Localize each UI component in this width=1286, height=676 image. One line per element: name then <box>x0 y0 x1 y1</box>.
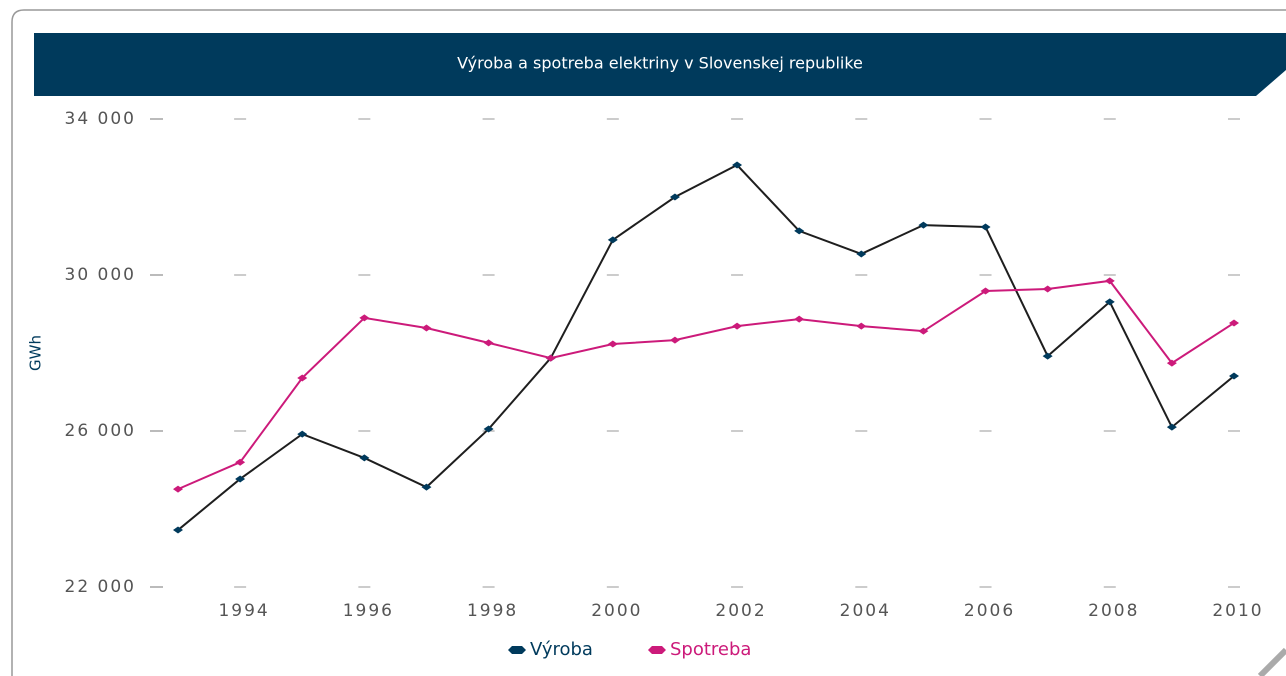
data-point <box>1042 285 1053 293</box>
x-tick-label: 1998 <box>467 601 518 621</box>
data-point <box>1229 319 1239 327</box>
y-tick-label: 30 000 <box>65 265 136 285</box>
data-point <box>173 526 183 534</box>
y-tick-label: 26 000 <box>65 421 136 441</box>
frame-corner <box>1257 647 1286 676</box>
data-point <box>483 425 494 433</box>
x-tick-label: 2000 <box>591 601 642 621</box>
series-line <box>177 163 1235 531</box>
data-point <box>732 161 743 169</box>
data-point <box>235 458 246 466</box>
data-point <box>856 250 867 258</box>
data-point <box>1104 277 1115 285</box>
legend-marker <box>508 646 526 654</box>
x-tick-label: 2002 <box>715 601 766 621</box>
data-point <box>856 322 867 330</box>
data-point <box>545 354 556 362</box>
x-tick-label: 2010 <box>1212 601 1263 621</box>
data-point <box>980 287 991 295</box>
data-point <box>359 314 370 322</box>
data-point <box>1104 298 1115 306</box>
data-point <box>732 322 743 330</box>
data-point <box>918 327 929 335</box>
series-line <box>177 279 1235 491</box>
data-point <box>794 227 805 235</box>
y-axis-label: GWh <box>27 335 45 371</box>
title-banner <box>34 33 1286 96</box>
data-point <box>607 236 618 244</box>
data-point <box>359 454 370 462</box>
data-point <box>1042 352 1053 360</box>
data-point <box>980 223 991 231</box>
legend-label: Spotreba <box>670 639 751 660</box>
data-point <box>669 336 680 344</box>
data-point <box>235 475 246 483</box>
frame <box>11 9 1286 676</box>
data-point <box>669 193 680 201</box>
legend-label: Výroba <box>530 639 593 660</box>
data-point <box>173 485 183 493</box>
x-tick-label: 1996 <box>343 601 394 621</box>
data-point <box>421 324 432 332</box>
data-point <box>297 374 308 382</box>
data-point <box>421 483 432 491</box>
data-point <box>607 340 618 348</box>
x-tick-label: 2006 <box>964 601 1015 621</box>
data-point <box>1166 423 1177 431</box>
y-tick-label: 34 000 <box>65 109 136 129</box>
data-point <box>483 339 494 347</box>
data-point <box>794 315 805 323</box>
x-tick-label: 1994 <box>218 601 269 621</box>
y-tick-label: 22 000 <box>65 577 136 597</box>
x-tick-label: 2008 <box>1088 601 1139 621</box>
legend-marker <box>647 646 666 654</box>
data-point <box>918 221 929 229</box>
data-point <box>297 430 308 438</box>
data-point <box>1229 372 1239 380</box>
chart-title: Výroba a spotreba elektriny v Slovenskej… <box>457 54 863 73</box>
data-point <box>1166 359 1177 367</box>
x-tick-label: 2004 <box>840 601 891 621</box>
